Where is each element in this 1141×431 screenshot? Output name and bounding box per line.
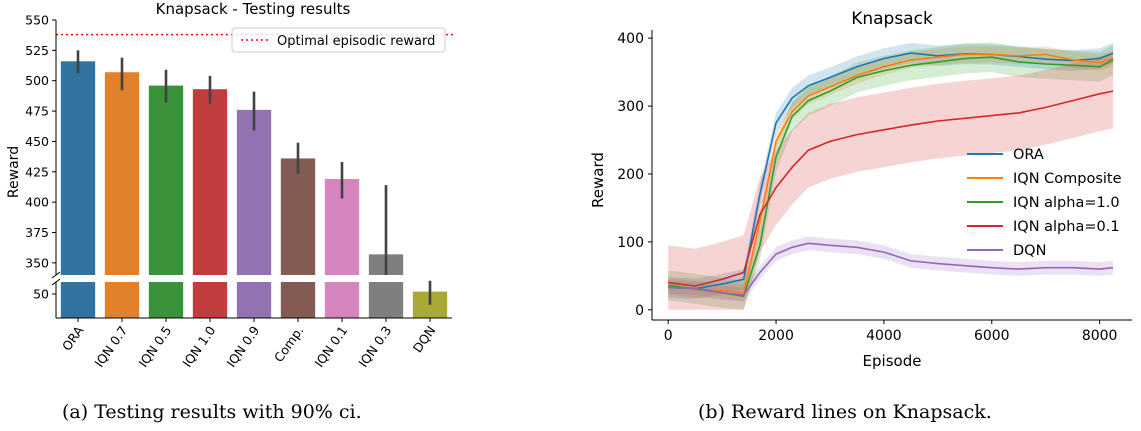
bar-upper xyxy=(104,72,140,275)
legend-label: DQN xyxy=(1013,243,1046,259)
bar-ytick-label: 550 xyxy=(25,13,49,28)
bar-lower xyxy=(324,282,360,318)
bar-ytick-label: 500 xyxy=(25,73,49,88)
bar-xtick-label: Comp. xyxy=(271,323,306,365)
bar-legend-frame xyxy=(231,27,446,53)
bar-legend-label: Optimal episodic reward xyxy=(277,34,435,49)
line-chart-title: Knapsack xyxy=(851,9,933,29)
bar-lower xyxy=(60,282,96,318)
bar-chart-bars xyxy=(60,61,448,318)
caption-b: (b) Reward lines on Knapsack. xyxy=(698,401,992,423)
line-xtick-label: 6000 xyxy=(974,328,1010,344)
bar-lower xyxy=(104,282,140,318)
bar-xtick-label: ORA xyxy=(59,323,87,354)
series-line xyxy=(668,90,1114,287)
bar-lower xyxy=(236,282,272,318)
legend-label: ORA xyxy=(1013,147,1044,163)
line-chart-legend: ORA IQN Composite IQN alpha=1.0 IQN alpha=0… xyxy=(967,147,1122,259)
line-chart-ylabel: Reward xyxy=(589,152,607,208)
line-ytick-label: 0 xyxy=(635,303,644,319)
line-chart-lines xyxy=(668,52,1114,298)
bar-upper xyxy=(148,85,184,275)
line-chart-xlabel: Episode xyxy=(863,352,922,370)
line-ytick-label: 100 xyxy=(617,235,644,251)
axis-break-mark xyxy=(51,271,61,279)
line-ytick-label: 300 xyxy=(617,99,644,115)
caption-a: (a) Testing results with 90% ci. xyxy=(62,401,362,423)
bar-xtick-label: DQN xyxy=(410,323,439,355)
bar-ytick-label: 525 xyxy=(25,43,49,58)
bar-lower xyxy=(368,282,404,318)
bar-ytick-label: 350 xyxy=(25,255,49,270)
confidence-band xyxy=(668,42,1114,310)
bar-xtick-label: IQN 0.7 xyxy=(91,323,130,370)
bar-lower xyxy=(280,282,316,318)
bar-ytick-label: 425 xyxy=(25,164,49,179)
bar-xtick-label: IQN 0.5 xyxy=(135,323,174,370)
bar-ytick-label: 375 xyxy=(25,225,49,240)
bar-chart-errorbars xyxy=(76,50,432,305)
bar-chart-ylabel: Reward xyxy=(6,146,22,198)
bar-xtick-label: IQN 0.9 xyxy=(223,323,262,370)
bar-upper xyxy=(236,109,272,275)
bar-lower xyxy=(148,282,184,318)
legend-label: IQN alpha=1.0 xyxy=(1013,195,1120,211)
confidence-band xyxy=(668,42,1114,299)
bar-chart-title: Knapsack - Testing results xyxy=(156,0,351,18)
bar-xtick-label: IQN 1.0 xyxy=(179,323,218,370)
legend-label: IQN Composite xyxy=(1013,171,1122,187)
series-line xyxy=(668,53,1114,294)
bar-upper xyxy=(280,158,316,275)
bar-upper xyxy=(60,61,96,276)
line-ytick-label: 400 xyxy=(617,31,644,47)
bar-ytick-label: 450 xyxy=(25,134,49,149)
bar-xtick-label: IQN 0.3 xyxy=(355,323,394,370)
confidence-band xyxy=(668,53,1114,310)
bar-ytick-label: 475 xyxy=(25,104,49,119)
series-line xyxy=(668,242,1114,296)
series-line xyxy=(668,56,1114,298)
bar-upper xyxy=(192,89,228,275)
axis-break-mark xyxy=(51,278,61,286)
line-xtick-label: 2000 xyxy=(758,328,794,344)
bar-chart-legend: Optimal episodic reward xyxy=(231,27,446,53)
line-xtick-label: 4000 xyxy=(866,328,902,344)
bar-lower xyxy=(192,282,228,318)
legend-label: IQN alpha=0.1 xyxy=(1013,219,1120,235)
line-ytick-label: 200 xyxy=(617,167,644,183)
bar-ytick-label: 400 xyxy=(25,195,49,210)
line-xtick-label: 8000 xyxy=(1082,328,1118,344)
bar-chart: Knapsack - Testing results ORA IQN 0.7 IQN… xyxy=(6,0,455,370)
line-xtick-label: 0 xyxy=(664,328,673,344)
bar-ytick-label: 50 xyxy=(33,287,49,302)
bar-xtick-label: IQN 0.1 xyxy=(311,323,350,370)
